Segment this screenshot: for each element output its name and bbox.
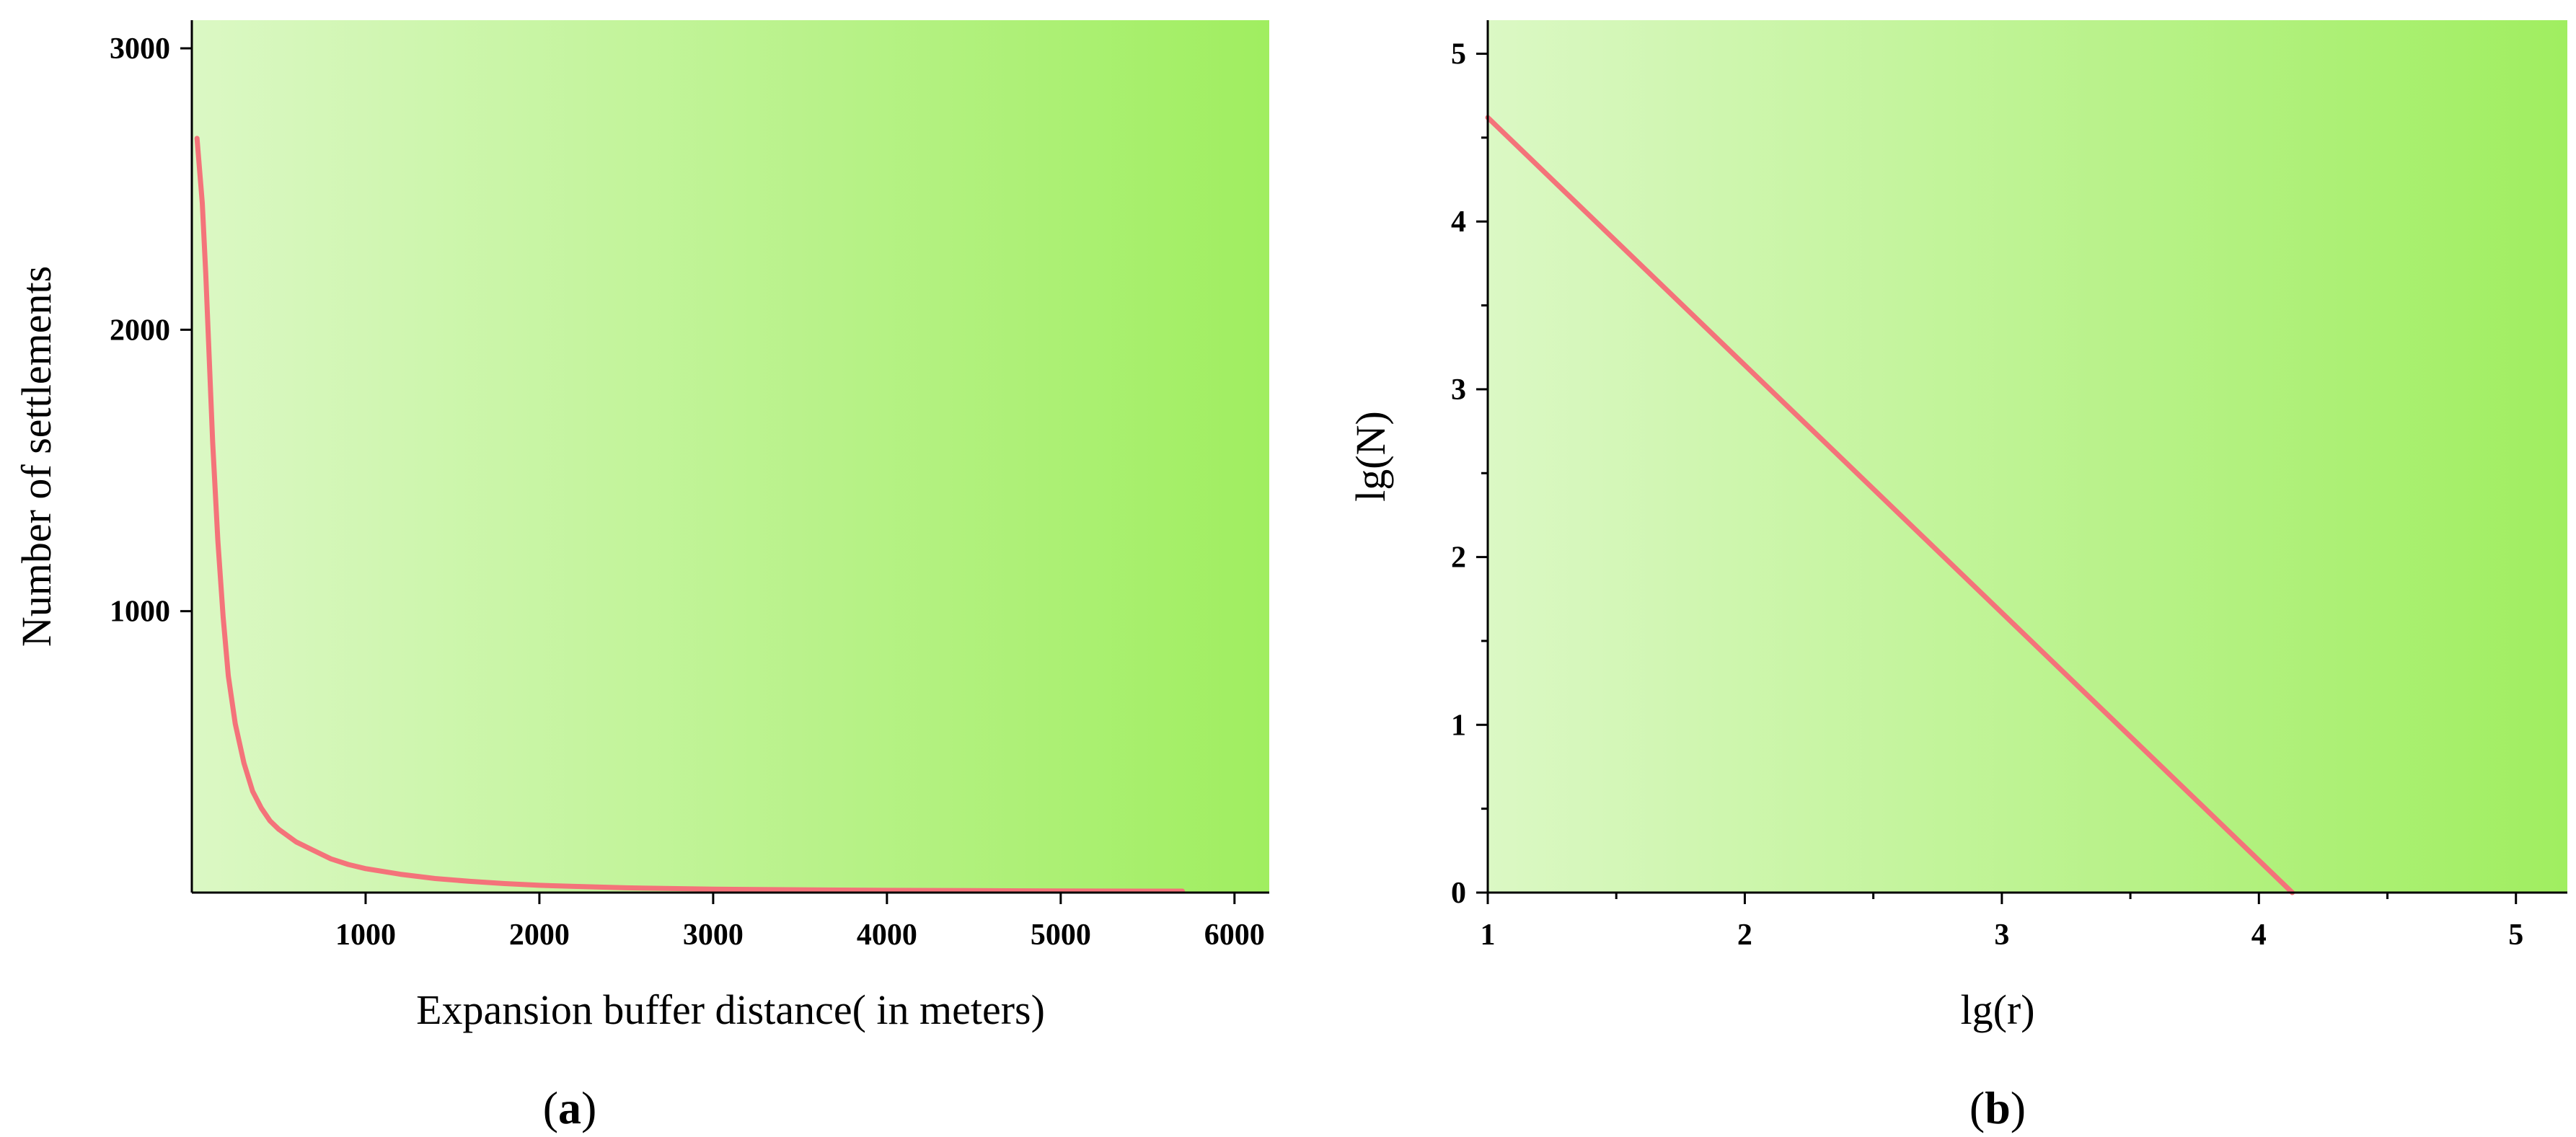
y-tick-label-b: 5	[1451, 38, 1466, 71]
y-tick-label-b: 1	[1451, 709, 1466, 742]
x-tick-label-a: 3000	[683, 919, 744, 952]
ticks-a: 1000 2000 3000 4000 5000 6000 1000 2000 3000	[110, 32, 1265, 952]
y-tick-label-a: 2000	[110, 314, 170, 347]
x-axis-title-b: lg(r)	[1960, 986, 2034, 1033]
y-tick-label-b: 3	[1451, 373, 1466, 407]
y-tick-label-b: 4	[1451, 205, 1466, 239]
plot-area-b	[1488, 20, 2567, 893]
x-tick-label-a: 6000	[1204, 919, 1265, 952]
x-tick-label-b: 1	[1481, 919, 1496, 952]
panel-label-b: (b)	[1970, 1082, 2026, 1133]
x-tick-label-a: 4000	[857, 919, 917, 952]
x-tick-label-b: 2	[1737, 919, 1752, 952]
y-tick-label-b: 2	[1451, 541, 1466, 575]
series-line-a	[194, 136, 1185, 894]
series-line-b	[1485, 115, 2295, 895]
chart-a: 1000 2000 3000 4000 5000 6000 1000 2000 3000 Exp…	[13, 20, 1269, 1133]
x-tick-label-b: 4	[2251, 919, 2267, 952]
y-axis-title-a: Number of settlements	[13, 266, 60, 647]
plot-area-a	[192, 20, 1269, 893]
x-tick-label-a: 5000	[1031, 919, 1091, 952]
panel-label-a: (a)	[543, 1082, 597, 1133]
x-tick-label-a: 1000	[335, 919, 396, 952]
y-tick-label-b: 0	[1451, 877, 1466, 910]
x-axis-title-a: Expansion buffer distance( in meters)	[416, 986, 1045, 1033]
y-tick-label-a: 1000	[110, 596, 170, 629]
x-tick-label-a: 2000	[509, 919, 570, 952]
y-axis-title-b: lg(N)	[1347, 411, 1394, 502]
x-tick-label-b: 3	[1994, 919, 2009, 952]
x-tick-label-b: 5	[2508, 919, 2523, 952]
y-tick-label-a: 3000	[110, 32, 170, 66]
